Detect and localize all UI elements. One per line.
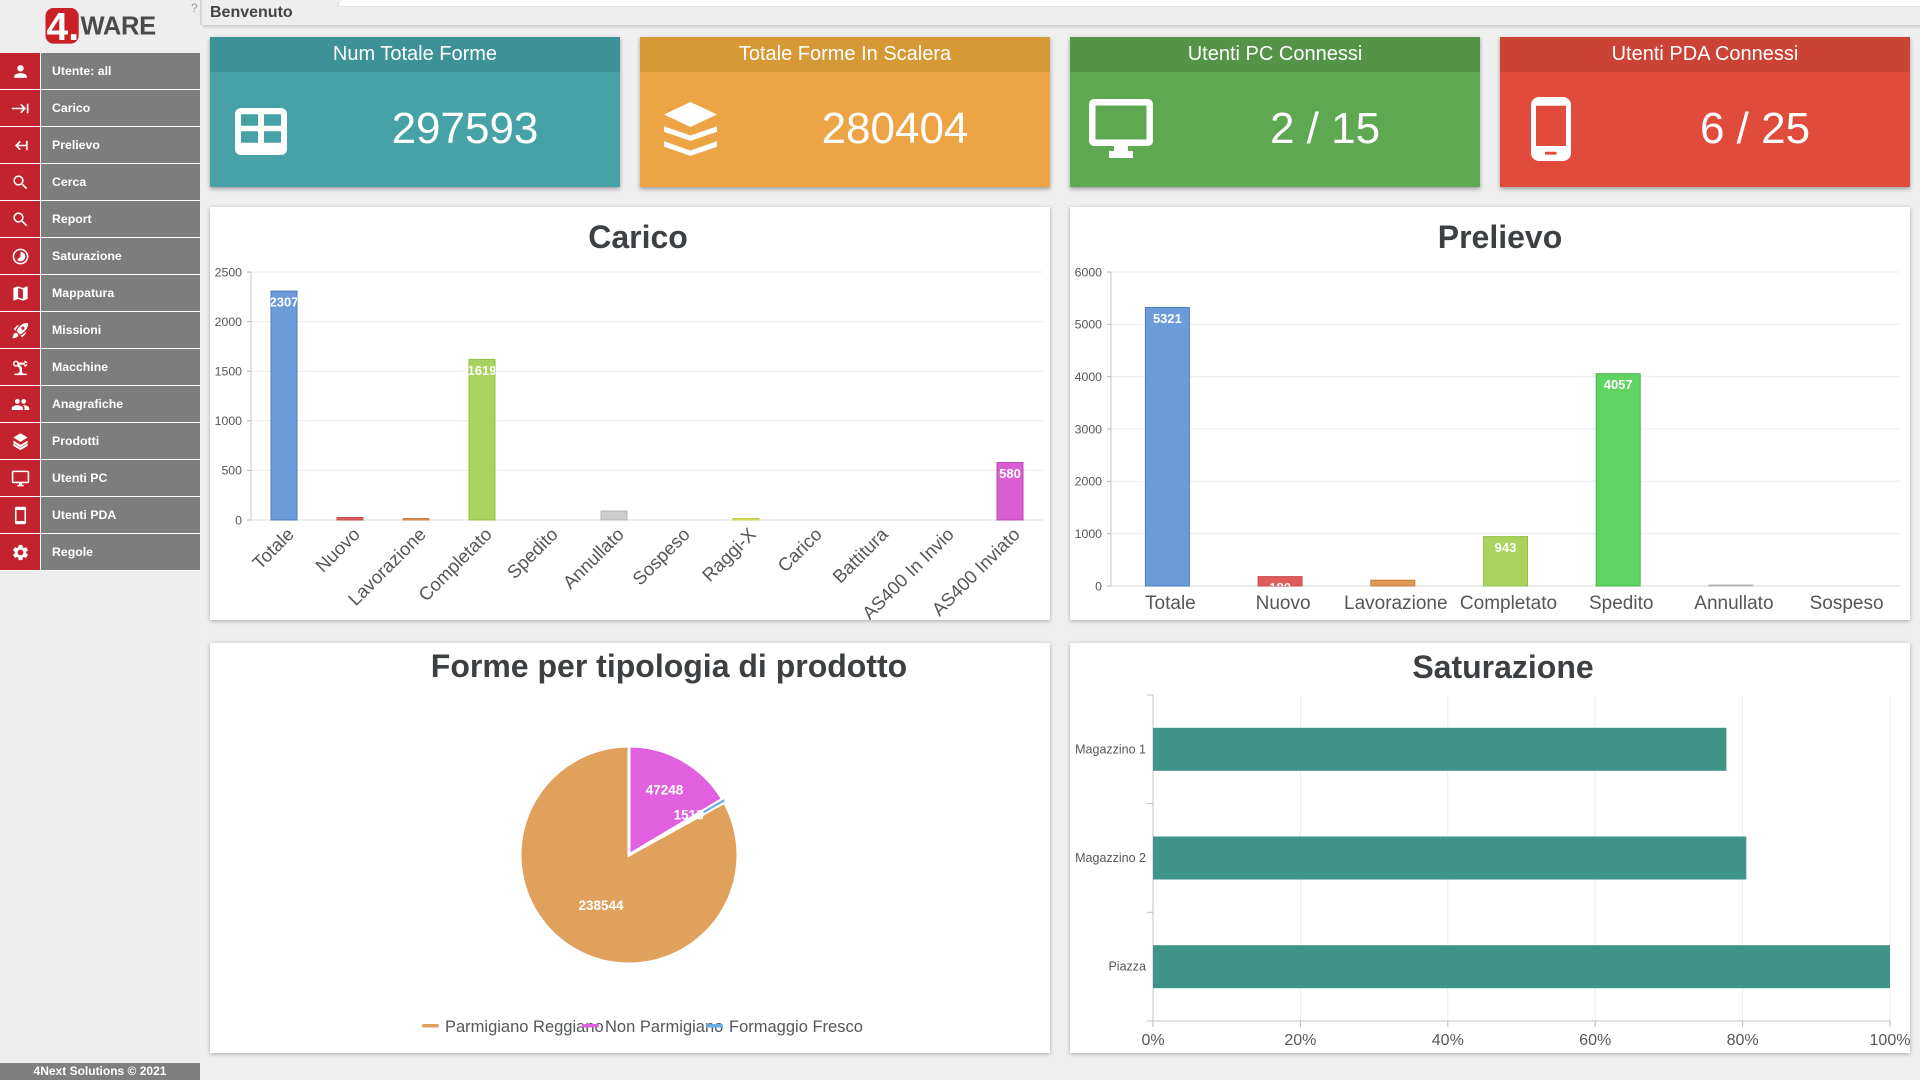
svg-text:Totale: Totale	[248, 523, 298, 573]
svg-text:40%: 40%	[1432, 1032, 1464, 1049]
svg-text:Spedito: Spedito	[1589, 593, 1653, 614]
svg-text:Annullato: Annullato	[1694, 593, 1773, 614]
svg-text:Nuovo: Nuovo	[1256, 593, 1311, 614]
svg-text:Completato: Completato	[1460, 593, 1557, 614]
svg-text:80%: 80%	[1727, 1032, 1759, 1049]
svg-text:Magazzino 1: Magazzino 1	[1075, 742, 1146, 756]
svg-text:110: 110	[1382, 584, 1403, 599]
svg-text:2000: 2000	[1075, 475, 1103, 489]
svg-text:Carico: Carico	[773, 523, 826, 576]
svg-text:Totale: Totale	[1145, 593, 1196, 614]
svg-text:20%: 20%	[1284, 1032, 1316, 1049]
svg-text:1619: 1619	[468, 363, 497, 378]
svg-text:Sospeso: Sospeso	[628, 523, 694, 589]
svg-text:0%: 0%	[1141, 1032, 1164, 1049]
svg-text:1000: 1000	[215, 414, 243, 428]
svg-text:Parmigiano Reggiano: Parmigiano Reggiano	[445, 1018, 604, 1036]
svg-text:Carico: Carico	[588, 219, 688, 255]
svg-text:5321: 5321	[1153, 311, 1182, 326]
svg-text:Piazza: Piazza	[1108, 960, 1146, 974]
svg-text:1513: 1513	[674, 808, 705, 823]
svg-text:2000: 2000	[215, 315, 243, 329]
svg-text:Raggi-X: Raggi-X	[698, 523, 760, 585]
svg-text:0: 0	[235, 513, 242, 527]
svg-text:Forme per tipologia di prodott: Forme per tipologia di prodotto	[431, 648, 907, 684]
svg-text:47248: 47248	[646, 783, 684, 798]
svg-text:180: 180	[1269, 580, 1291, 595]
svg-text:Spedito: Spedito	[503, 523, 562, 582]
svg-text:Sospeso: Sospeso	[1810, 593, 1884, 614]
svg-text:60%: 60%	[1579, 1032, 1611, 1049]
svg-text:4000: 4000	[1075, 370, 1103, 384]
svg-text:4057: 4057	[1604, 377, 1633, 392]
svg-text:Magazzino 2: Magazzino 2	[1075, 851, 1146, 865]
svg-text:580: 580	[999, 466, 1021, 481]
svg-text:1000: 1000	[1075, 527, 1103, 541]
svg-text:Lavorazione: Lavorazione	[1344, 593, 1448, 614]
svg-text:1500: 1500	[215, 365, 243, 379]
svg-text:Formaggio Fresco: Formaggio Fresco	[729, 1018, 863, 1036]
svg-text:3000: 3000	[1075, 422, 1103, 436]
svg-text:2307: 2307	[270, 295, 299, 310]
svg-text:Saturazione: Saturazione	[1412, 649, 1593, 685]
svg-text:943: 943	[1495, 540, 1517, 555]
svg-text:Battitura: Battitura	[828, 523, 892, 587]
svg-text:Prelievo: Prelievo	[1438, 219, 1563, 255]
svg-text:100%: 100%	[1870, 1032, 1910, 1049]
svg-text:4.: 4.	[47, 6, 80, 49]
svg-text:Non Parmigiano: Non Parmigiano	[605, 1018, 723, 1036]
svg-text:2500: 2500	[215, 265, 243, 279]
svg-text:500: 500	[221, 464, 242, 478]
svg-text:5000: 5000	[1075, 318, 1103, 332]
svg-text:Annullato: Annullato	[558, 523, 627, 592]
svg-text:6000: 6000	[1075, 265, 1103, 279]
svg-text:WARE: WARE	[81, 13, 157, 41]
svg-text:Nuovo: Nuovo	[311, 523, 364, 576]
svg-text:0: 0	[1095, 579, 1102, 593]
svg-text:238544: 238544	[578, 898, 624, 913]
